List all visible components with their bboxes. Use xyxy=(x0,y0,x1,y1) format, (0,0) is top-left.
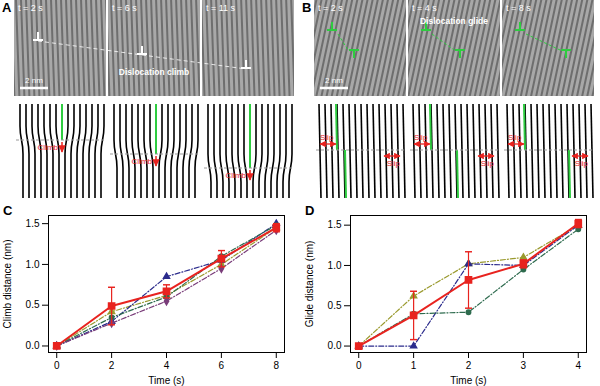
svg-text:A: A xyxy=(2,0,12,15)
svg-text:1.5: 1.5 xyxy=(328,219,342,230)
svg-text:t = 11 s: t = 11 s xyxy=(206,3,236,13)
svg-text:2 nm: 2 nm xyxy=(325,76,343,85)
svg-text:8: 8 xyxy=(273,360,279,371)
svg-text:0: 0 xyxy=(54,360,60,371)
svg-text:Climb distance (nm): Climb distance (nm) xyxy=(2,240,13,329)
svg-text:B: B xyxy=(302,0,311,15)
svg-text:0.0: 0.0 xyxy=(328,340,342,351)
svg-text:Time (s): Time (s) xyxy=(148,375,184,386)
svg-text:0.0: 0.0 xyxy=(26,340,40,351)
svg-text:Time (s): Time (s) xyxy=(450,375,486,386)
html-text:D: D xyxy=(305,203,315,218)
html-text:C: C xyxy=(3,203,13,218)
svg-text:0.5: 0.5 xyxy=(328,300,342,311)
svg-text:t = 2 s: t = 2 s xyxy=(18,3,43,13)
svg-text:t = 6 s: t = 6 s xyxy=(112,3,137,13)
svg-text:Slip: Slip xyxy=(414,133,428,142)
svg-text:0.5: 0.5 xyxy=(26,299,40,310)
svg-text:Slip: Slip xyxy=(387,159,401,168)
svg-text:1.5: 1.5 xyxy=(26,218,40,229)
svg-text:t = 2 s: t = 2 s xyxy=(318,3,343,13)
svg-text:2: 2 xyxy=(466,360,472,371)
svg-text:t = 8 s: t = 8 s xyxy=(506,3,531,13)
svg-text:Slip: Slip xyxy=(575,159,589,168)
svg-text:6: 6 xyxy=(219,360,225,371)
svg-text:2: 2 xyxy=(109,360,115,371)
svg-text:Climb: Climb xyxy=(38,143,59,152)
svg-text:Dislocation climb: Dislocation climb xyxy=(119,67,189,77)
svg-text:Slip: Slip xyxy=(481,159,495,168)
svg-text:1.0: 1.0 xyxy=(26,259,40,270)
svg-text:3: 3 xyxy=(521,360,527,371)
svg-text:t = 4 s: t = 4 s xyxy=(412,3,437,13)
svg-text:1.0: 1.0 xyxy=(328,260,342,271)
svg-text:4: 4 xyxy=(575,360,581,371)
svg-text:0: 0 xyxy=(356,360,362,371)
svg-text:4: 4 xyxy=(164,360,170,371)
svg-text:Glide distance (nm): Glide distance (nm) xyxy=(304,241,315,328)
svg-text:2 nm: 2 nm xyxy=(25,76,43,85)
svg-text:Slip: Slip xyxy=(508,133,522,142)
svg-text:Climb: Climb xyxy=(226,171,247,180)
svg-text:1: 1 xyxy=(411,360,417,371)
svg-text:Slip: Slip xyxy=(320,133,334,142)
svg-text:Climb: Climb xyxy=(132,157,153,166)
svg-text:Dislocation glide: Dislocation glide xyxy=(420,16,488,26)
